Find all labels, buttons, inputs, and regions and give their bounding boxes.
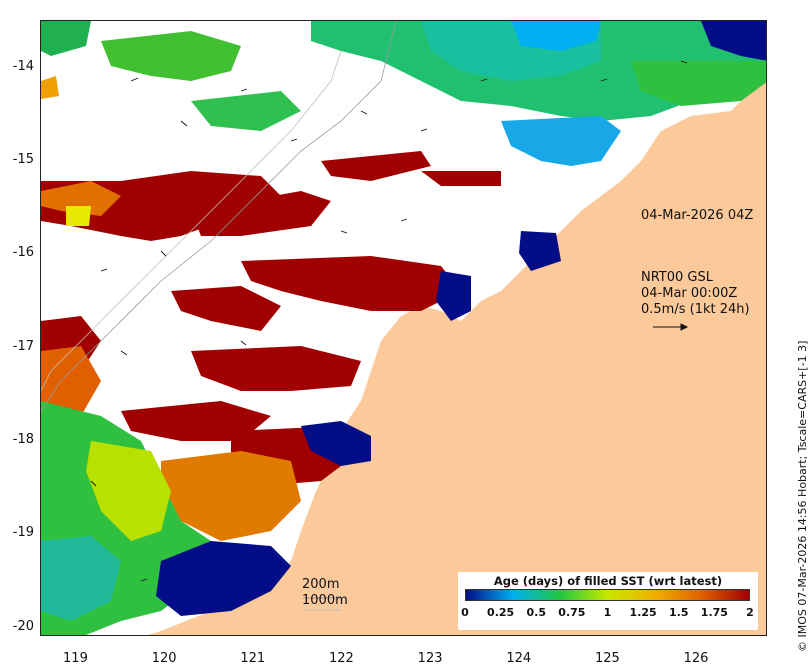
sst-patch-north-cyan bbox=[511, 21, 601, 51]
current-time-label: 04-Mar 00:00Z bbox=[641, 286, 738, 301]
legend-tick-label: 1.5 bbox=[669, 606, 689, 619]
sst-patch-nw-green bbox=[101, 31, 241, 81]
y-tick-label: -18 bbox=[12, 432, 34, 447]
sst-patch-yellow bbox=[66, 206, 91, 226]
x-tick-label: 126 bbox=[683, 651, 709, 666]
sst-patch-nw-green-3 bbox=[41, 21, 91, 56]
sst-band-red-4 bbox=[421, 171, 501, 186]
current-product-label: NRT00 GSL bbox=[641, 270, 713, 285]
legend-tick-label: 0.25 bbox=[487, 606, 515, 619]
sst-patch-ne-cyan bbox=[501, 116, 621, 166]
sst-patch-sw-teal bbox=[41, 536, 121, 621]
legend-title: Age (days) of filled SST (wrt latest) bbox=[493, 574, 723, 588]
current-vectors bbox=[90, 60, 688, 582]
sst-band-orange-2 bbox=[41, 346, 101, 421]
x-tick-label: 120 bbox=[151, 651, 177, 666]
sst-patch-navy-ne bbox=[519, 231, 561, 271]
land-australia bbox=[147, 82, 766, 635]
y-tick-label: -16 bbox=[12, 245, 34, 261]
age-legend: Age (days) of filled SST (wrt latest) 0 0… bbox=[458, 572, 758, 630]
sst-band-red-7 bbox=[191, 346, 361, 391]
current-scale-arrow bbox=[653, 323, 689, 331]
sst-patch-ne-green-2 bbox=[631, 61, 766, 106]
sst-band-red-2 bbox=[191, 191, 331, 236]
legend-colorbar bbox=[465, 589, 750, 601]
sst-patch-navy-sw bbox=[156, 541, 291, 616]
sst-band-red-5 bbox=[241, 256, 461, 311]
x-tick-label: 121 bbox=[240, 651, 266, 666]
map-canvas bbox=[41, 21, 766, 635]
sst-band-orange-1 bbox=[41, 181, 121, 216]
credit-text: © IMOS 07-Mar-2026 14:56 Hobart; Tscale=… bbox=[796, 340, 809, 652]
x-tick-label: 125 bbox=[594, 651, 620, 666]
isobath-200-label: 200m bbox=[302, 577, 340, 592]
isobath-1000m bbox=[41, 50, 342, 392]
sst-patch-sw-yellow bbox=[86, 441, 171, 541]
legend-tick-label: 1.75 bbox=[700, 606, 728, 619]
y-tick-label: -17 bbox=[12, 338, 34, 354]
y-tick-label: -20 bbox=[12, 618, 34, 634]
sst-patch-navy-coast bbox=[301, 421, 371, 466]
sst-band-orange-3 bbox=[161, 451, 301, 541]
sst-patch-ne-navy bbox=[701, 21, 766, 61]
legend-tick-label: 0 bbox=[461, 606, 469, 619]
legend-tick-label: 0.5 bbox=[526, 606, 547, 619]
y-tick-label: -19 bbox=[12, 525, 34, 541]
sst-age-map bbox=[40, 20, 767, 636]
x-tick-label: 123 bbox=[417, 651, 443, 666]
sst-patch-nw-green-2 bbox=[191, 91, 301, 131]
sst-patch-navy-bay bbox=[436, 271, 471, 321]
isobath-1000-label: 1000m bbox=[302, 593, 348, 608]
legend-tick-label: 0.75 bbox=[558, 606, 586, 619]
legend-tick-label: 1 bbox=[603, 606, 612, 619]
sst-band-red-3 bbox=[321, 151, 431, 181]
timestamp-label: 04-Mar-2026 04Z bbox=[641, 208, 754, 223]
x-tick-label: 122 bbox=[329, 651, 354, 666]
current-scale-label: 0.5m/s (1kt 24h) bbox=[641, 302, 750, 317]
sst-patch-small-orange bbox=[41, 76, 59, 99]
isobath-200m bbox=[41, 21, 397, 412]
y-tick-label: -14 bbox=[12, 58, 34, 74]
legend-tick-label: 2 bbox=[746, 606, 754, 619]
x-tick-label: 124 bbox=[506, 651, 532, 666]
sst-band-red-6 bbox=[171, 286, 281, 331]
y-tick-label: -15 bbox=[12, 152, 34, 167]
x-tick-label: 119 bbox=[63, 651, 88, 666]
legend-tick-label: 1.25 bbox=[629, 606, 657, 619]
